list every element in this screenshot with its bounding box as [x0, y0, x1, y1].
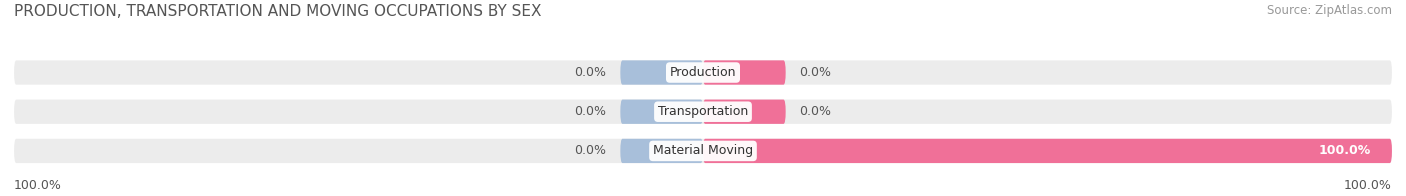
FancyBboxPatch shape: [620, 60, 703, 85]
FancyBboxPatch shape: [703, 100, 786, 124]
FancyBboxPatch shape: [14, 100, 1392, 124]
Text: 100.0%: 100.0%: [1319, 144, 1371, 157]
Text: 0.0%: 0.0%: [575, 66, 606, 79]
FancyBboxPatch shape: [14, 139, 1392, 163]
Text: 0.0%: 0.0%: [800, 66, 831, 79]
FancyBboxPatch shape: [703, 139, 1392, 163]
FancyBboxPatch shape: [703, 60, 786, 85]
Text: Material Moving: Material Moving: [652, 144, 754, 157]
Text: 0.0%: 0.0%: [575, 105, 606, 118]
FancyBboxPatch shape: [14, 60, 1392, 85]
FancyBboxPatch shape: [620, 139, 703, 163]
Text: PRODUCTION, TRANSPORTATION AND MOVING OCCUPATIONS BY SEX: PRODUCTION, TRANSPORTATION AND MOVING OC…: [14, 4, 541, 19]
Text: 0.0%: 0.0%: [800, 105, 831, 118]
Text: Source: ZipAtlas.com: Source: ZipAtlas.com: [1267, 4, 1392, 17]
Text: 100.0%: 100.0%: [14, 179, 62, 192]
Text: Transportation: Transportation: [658, 105, 748, 118]
Text: 0.0%: 0.0%: [575, 144, 606, 157]
FancyBboxPatch shape: [620, 100, 703, 124]
Text: Production: Production: [669, 66, 737, 79]
Text: 100.0%: 100.0%: [1344, 179, 1392, 192]
